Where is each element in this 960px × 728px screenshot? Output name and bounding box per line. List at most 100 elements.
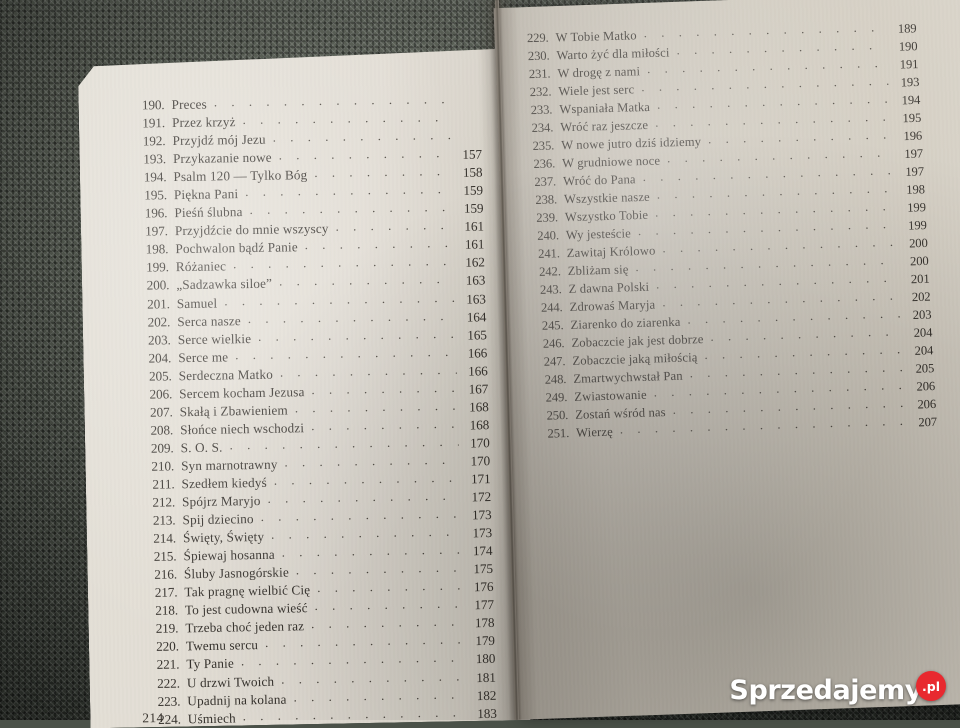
entry-page-number: 200: [901, 235, 927, 253]
entry-title: Przyjdź mój Jezu: [165, 131, 265, 150]
entry-title: Zbliżam się: [561, 261, 629, 280]
entry-number: 232.: [519, 84, 551, 102]
entry-title: Przez krzyż: [165, 113, 236, 132]
entry-number: 213.: [141, 511, 175, 530]
entry-title: S. O. S.: [174, 438, 223, 457]
entry-page-number: 190: [891, 38, 917, 56]
watermark: Sprzedajemy .pl: [729, 675, 946, 706]
book-page-right: 229.W Tobie Matko189230.Warto żyć dla mi…: [494, 0, 960, 720]
entry-number: 251.: [537, 425, 570, 443]
entry-page-number: 176: [467, 578, 493, 597]
entry-title: U drzwi Twoich: [180, 672, 275, 692]
entry-page-number: 189: [890, 20, 916, 38]
entry-page-number: 165: [461, 326, 487, 344]
entry-page-number: 182: [470, 686, 496, 705]
entry-title: Różaniec: [169, 258, 227, 277]
entry-page-number: 199: [900, 199, 926, 217]
entry-page-number: 175: [467, 560, 493, 578]
entry-number: 235.: [522, 137, 554, 155]
entry-page-number: 157: [456, 146, 482, 164]
entry-page-number: 170: [463, 434, 489, 452]
entry-number: 223.: [146, 692, 180, 711]
entry-number: 198.: [134, 241, 168, 260]
index-list-left: 190.Preces191.Przez krzyż192.Przyjdź mój…: [130, 91, 494, 728]
dot-leader: [279, 270, 454, 291]
dot-leader: [311, 378, 457, 398]
page-folio-number: 214: [142, 710, 164, 726]
entry-title: Szedłem kiedyś: [174, 474, 267, 494]
entry-number: 194.: [132, 168, 166, 187]
entry-number: 210.: [140, 457, 174, 476]
entry-page-number: 168: [463, 416, 489, 434]
entry-number: 220.: [145, 638, 179, 657]
entry-page-number: 179: [469, 632, 495, 651]
dot-leader: [311, 415, 458, 435]
dot-leader: [314, 162, 451, 182]
entry-page-number: 163: [459, 272, 485, 290]
dot-leader: [335, 216, 453, 236]
entry-page-number: 195: [895, 110, 921, 128]
entry-page-number: 193: [893, 74, 919, 92]
entry-page-number: 164: [460, 308, 486, 326]
entry-number: 218.: [144, 602, 178, 621]
entry-number: 247.: [533, 353, 565, 371]
entry-page-number: 177: [468, 596, 494, 615]
entry-title: Wróć do Pana: [556, 171, 636, 190]
entry-title: Serca nasze: [170, 312, 241, 331]
watermark-text: Sprzedajemy: [729, 675, 922, 706]
entry-number: 244.: [530, 299, 562, 317]
entry-title: Święty, Święty: [176, 528, 264, 548]
entry-title: Piękna Pani: [167, 185, 239, 204]
entry-title: Pieśń ślubna: [167, 203, 242, 222]
entry-number: 236.: [523, 155, 555, 173]
entry-title: Samuel: [170, 294, 218, 313]
index-list-right: 229.W Tobie Matko189230.Warto żyć dla mi…: [516, 15, 930, 443]
entry-page-number: 204: [907, 342, 933, 360]
entry-page-number: 161: [458, 236, 484, 254]
entry-number: 230.: [517, 48, 549, 66]
entry-title: Spójrz Maryjo: [175, 492, 261, 511]
entry-title: Uśmiech: [181, 709, 236, 728]
entry-number: 190.: [130, 96, 164, 115]
entry-page-number: 166: [462, 362, 488, 380]
entry-title: Przykazanie nowe: [166, 149, 272, 169]
entry-page-number: 163: [460, 290, 486, 308]
entry-number: 237.: [524, 173, 556, 191]
entry-number: 229.: [516, 30, 548, 48]
entry-title: Skałą i Zbawieniem: [173, 401, 288, 421]
entry-number: 199.: [135, 259, 169, 278]
entry-page-number: 199: [901, 217, 927, 235]
book-page-left: 190.Preces191.Przez krzyż192.Przyjdź mój…: [78, 48, 531, 728]
entry-number: 217.: [143, 584, 177, 603]
entry-number: 221.: [145, 656, 179, 675]
entry-number: 243.: [529, 281, 561, 299]
entry-number: 214.: [142, 530, 176, 549]
entry-number: 195.: [133, 186, 167, 205]
entry-number: 231.: [518, 66, 550, 84]
entry-number: 193.: [132, 150, 166, 169]
entry-number: 249.: [535, 389, 567, 407]
entry-page-number: 202: [904, 289, 930, 307]
entry-page-number: 183: [471, 704, 497, 723]
entry-number: 200.: [135, 277, 169, 296]
entry-page-number: 204: [906, 324, 932, 342]
entry-page-number: 181: [470, 668, 496, 687]
entry-number: 207.: [139, 403, 173, 422]
entry-page-number: 184: [471, 722, 497, 728]
entry-page-number: 162: [459, 254, 485, 272]
entry-number: 219.: [144, 620, 178, 639]
entry-title: Sercem kocham Jezusa: [172, 383, 305, 403]
entry-title: Syn marnotrawny: [174, 456, 278, 476]
entry-page-number: 159: [457, 200, 483, 218]
entry-page-number: 172: [465, 488, 491, 506]
entry-title: Serdeczna Matko: [172, 365, 273, 385]
entry-number: 203.: [137, 331, 171, 350]
entry-page-number: 197: [898, 163, 924, 181]
entry-number: 215.: [142, 548, 176, 567]
entry-page-number: 159: [457, 182, 483, 200]
entry-title: Wy jesteście: [559, 225, 631, 244]
entry-number: 208.: [139, 421, 173, 440]
entry-page-number: 161: [458, 218, 484, 236]
entry-number: 240.: [527, 227, 559, 245]
